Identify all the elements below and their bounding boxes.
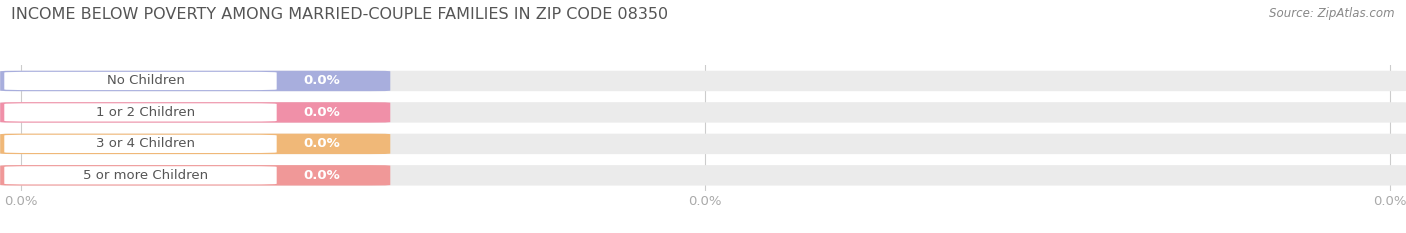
Text: Source: ZipAtlas.com: Source: ZipAtlas.com	[1270, 7, 1395, 20]
Text: 5 or more Children: 5 or more Children	[83, 169, 208, 182]
Text: 1 or 2 Children: 1 or 2 Children	[97, 106, 195, 119]
FancyBboxPatch shape	[0, 71, 391, 91]
FancyBboxPatch shape	[0, 102, 1406, 123]
Text: 3 or 4 Children: 3 or 4 Children	[97, 137, 195, 150]
FancyBboxPatch shape	[4, 72, 277, 90]
FancyBboxPatch shape	[0, 102, 391, 123]
Text: 0.0%: 0.0%	[304, 106, 340, 119]
Text: 0.0%: 0.0%	[304, 169, 340, 182]
FancyBboxPatch shape	[0, 165, 1406, 185]
Text: INCOME BELOW POVERTY AMONG MARRIED-COUPLE FAMILIES IN ZIP CODE 08350: INCOME BELOW POVERTY AMONG MARRIED-COUPL…	[11, 7, 668, 22]
FancyBboxPatch shape	[4, 166, 277, 185]
FancyBboxPatch shape	[4, 135, 277, 153]
Text: No Children: No Children	[107, 75, 186, 87]
Text: 0.0%: 0.0%	[304, 75, 340, 87]
FancyBboxPatch shape	[0, 71, 1406, 91]
Text: 0.0%: 0.0%	[304, 137, 340, 150]
FancyBboxPatch shape	[0, 165, 391, 185]
FancyBboxPatch shape	[4, 103, 277, 122]
FancyBboxPatch shape	[0, 134, 391, 154]
FancyBboxPatch shape	[0, 134, 1406, 154]
